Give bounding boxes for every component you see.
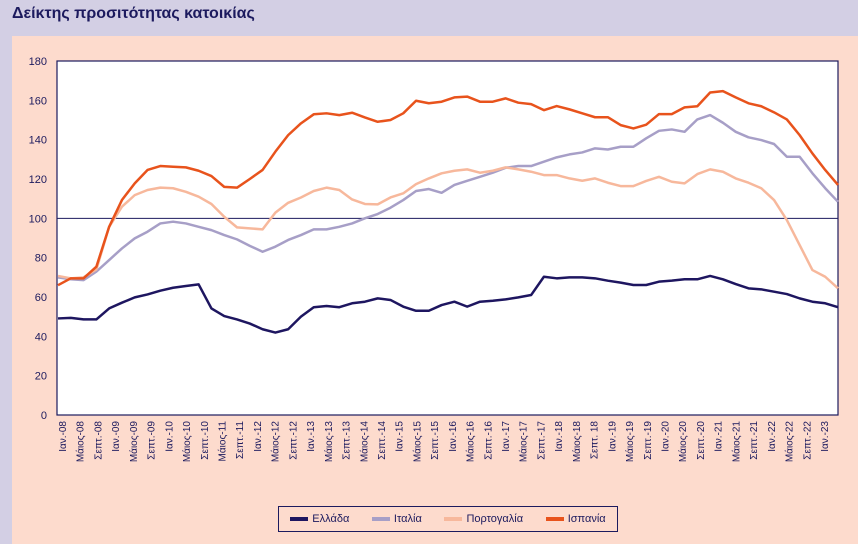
series-line-4	[57, 89, 839, 287]
y-tick-label: 80	[35, 253, 47, 265]
x-tick-label: Ιαν.-23	[820, 421, 831, 452]
x-tick-label: Μάιος-10	[181, 421, 193, 463]
legend-swatch	[444, 517, 463, 521]
x-tick-label: Ιαν.-22	[767, 421, 778, 452]
x-tick-label: Μάιος-12	[270, 421, 282, 463]
y-tick-label: 160	[29, 95, 47, 107]
legend-item: Ιταλία	[371, 513, 422, 525]
x-tick-label: Σεπτ.-20	[696, 421, 707, 460]
x-tick-label: Ιαν.-17	[501, 421, 512, 452]
legend-swatch	[290, 517, 309, 521]
legend-swatch	[545, 517, 564, 521]
x-tick-label: Ιαν.-12	[253, 421, 264, 452]
legend: Ελλάδα Ιταλία Πορτογαλία Ισπανία	[278, 506, 618, 532]
x-tick-label: Ιαν.-19	[607, 421, 618, 452]
legend-label: Πορτογαλία	[466, 513, 524, 525]
x-tick-label: Σεπτ.-15	[430, 421, 441, 460]
x-tick-label: Μάιος-14	[358, 421, 370, 463]
legend-swatch	[371, 517, 390, 521]
x-tick-label: Σεπτ.-08	[93, 421, 104, 460]
x-tick-label: Μάιος-09	[128, 421, 140, 463]
x-tick-label: Σεπτ.-19	[643, 421, 654, 460]
x-tick-label: Σεπτ.-12	[288, 421, 299, 460]
x-tick-label: Μάιος-21	[730, 421, 742, 463]
x-tick-label: Μάιος-19	[624, 421, 636, 463]
x-tick-label: Σεπτ.-11	[235, 421, 246, 459]
series-line-1	[57, 274, 839, 334]
x-tick-label: Μάιος-15	[411, 421, 423, 463]
x-tick-label: Μάιος-17	[518, 421, 530, 463]
y-tick-label: 180	[29, 56, 47, 68]
x-tick-label: Σεπτ.-22	[802, 421, 813, 460]
series-line-2	[57, 113, 839, 282]
x-tick-label: Μάιος-08	[75, 421, 87, 463]
x-tick-label: Ιαν.-09	[111, 421, 122, 452]
y-tick-label: 40	[35, 331, 47, 343]
y-tick-label: 120	[29, 174, 47, 186]
y-tick-label: 20	[35, 371, 47, 383]
x-tick-label: Σεπτ.-14	[377, 421, 388, 460]
x-tick-label: Ιαν.-15	[395, 421, 406, 452]
y-tick-label: 60	[35, 292, 47, 304]
series-line-3	[57, 166, 839, 290]
x-tick-label: Μάιος-18	[571, 421, 583, 463]
x-tick-label: Σεπτ. 18	[590, 421, 601, 460]
x-tick-label: Ιαν.-10	[164, 421, 175, 452]
legend-label: Ιταλία	[393, 513, 422, 525]
x-tick-label: Μάιος-22	[784, 421, 796, 463]
x-tick-label: Ιαν.-08	[58, 421, 69, 452]
x-tick-label: Σεπτ.-16	[483, 421, 494, 460]
legend-item: Πορτογαλία	[444, 513, 523, 525]
y-tick-label: 100	[29, 213, 47, 225]
x-tick-label: Μάιος-13	[323, 421, 335, 463]
legend-label: Ελλάδα	[312, 513, 350, 525]
chart-title: Δείκτης προσιτότητας κατοικίας	[12, 5, 255, 22]
x-tick-label: Μάιος-20	[677, 421, 689, 463]
y-tick-label: 0	[41, 410, 47, 422]
x-tick-label: Μάιος-11	[216, 421, 228, 462]
x-tick-label: Σεπτ.-10	[200, 421, 211, 460]
plot-area	[56, 60, 839, 416]
x-tick-label: Ιαν.-21	[714, 421, 725, 452]
legend-label: Ισπανία	[567, 513, 606, 525]
x-tick-label: Σεπτ.-09	[147, 421, 158, 460]
legend-item: Ισπανία	[545, 513, 606, 525]
x-tick-label: Σεπτ.-13	[342, 421, 353, 460]
x-tick-label: Σεπτ.-21	[749, 421, 760, 460]
y-tick-label: 140	[29, 135, 47, 147]
x-tick-label: Ιαν.-13	[306, 421, 317, 452]
legend-item: Ελλάδα	[290, 513, 349, 525]
x-tick-label: Ιαν.-18	[554, 421, 565, 452]
x-tick-label: Ιαν.-16	[448, 421, 459, 452]
x-tick-label: Μάιος-16	[465, 421, 477, 463]
x-tick-label: Σεπτ.-17	[536, 421, 547, 460]
x-tick-label: Ιαν.-20	[661, 421, 672, 452]
